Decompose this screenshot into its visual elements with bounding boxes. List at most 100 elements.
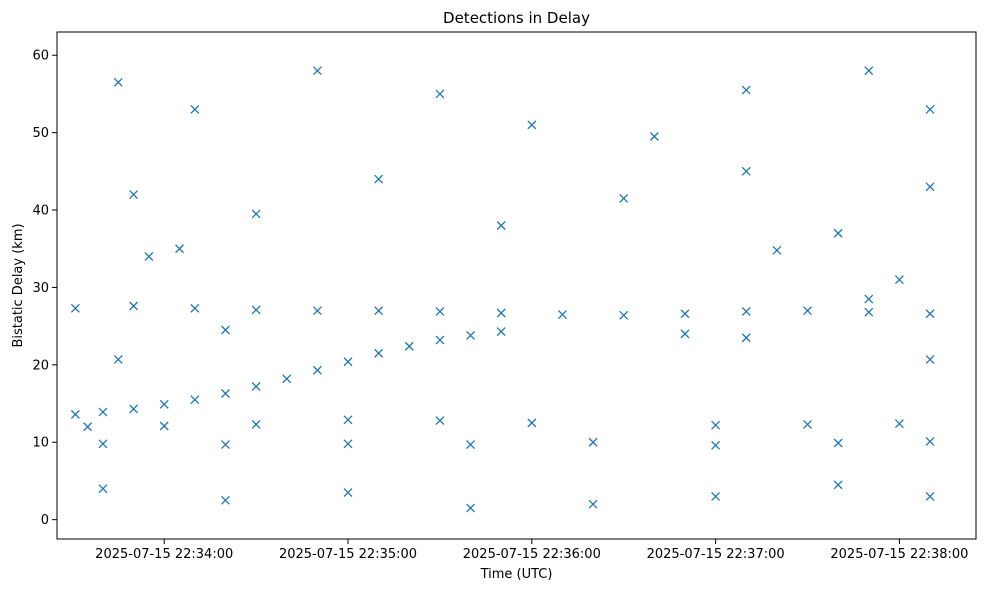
data-point-marker <box>557 310 567 319</box>
data-point-marker <box>588 437 598 447</box>
data-point-marker <box>864 66 874 76</box>
data-point-marker <box>649 132 659 141</box>
data-point-marker <box>925 182 935 192</box>
data-point-marker <box>190 303 200 313</box>
y-tick-label: 30 <box>32 281 49 296</box>
data-point-marker <box>803 306 812 316</box>
data-point-marker <box>925 354 935 364</box>
data-point-marker <box>894 275 904 285</box>
data-point-marker <box>925 491 935 501</box>
y-axis: 0 10 20 30 40 50 60 <box>32 49 57 528</box>
data-point-marker <box>466 503 476 513</box>
data-point-marker <box>496 221 506 230</box>
data-point-marker <box>772 245 782 255</box>
data-point-marker <box>129 301 139 311</box>
data-point-marker <box>619 310 629 320</box>
data-point-marker <box>129 190 139 200</box>
data-point-marker <box>113 354 123 364</box>
data-point-marker <box>343 415 353 425</box>
x-axis-title: Time (UTC) <box>480 567 553 582</box>
data-point-marker <box>496 308 506 318</box>
data-point-marker <box>435 416 445 426</box>
data-point-marker <box>711 420 721 430</box>
data-point-marker <box>803 419 812 429</box>
y-tick-label: 0 <box>41 513 49 528</box>
x-tick-label: 2025-07-15 22:36:00 <box>463 547 601 562</box>
data-point-marker <box>251 305 261 315</box>
data-point-marker <box>864 307 874 317</box>
data-point-marker <box>925 104 935 114</box>
scatter-markers <box>70 66 935 513</box>
data-point-marker <box>741 306 751 316</box>
data-point-marker <box>312 365 322 375</box>
data-point-marker <box>833 228 843 238</box>
y-tick-label: 50 <box>32 126 49 141</box>
x-tick-label: 2025-07-15 22:35:00 <box>279 547 417 562</box>
data-point-marker <box>343 439 353 449</box>
y-tick-label: 40 <box>32 204 49 219</box>
data-point-marker <box>680 329 690 339</box>
y-tick-label: 20 <box>32 358 49 373</box>
data-point-marker <box>833 438 843 448</box>
data-point-marker <box>404 341 414 351</box>
data-point-marker <box>221 495 230 505</box>
data-point-marker <box>83 422 93 432</box>
data-point-marker <box>435 335 445 345</box>
chart-title: Detections in Delay <box>443 9 590 27</box>
x-axis: 2025-07-15 22:34:00 2025-07-15 22:35:00 20… <box>95 539 968 562</box>
data-point-marker <box>711 440 721 450</box>
data-point-marker <box>496 327 506 337</box>
data-point-marker <box>864 294 874 304</box>
data-point-marker <box>282 374 292 384</box>
data-point-marker <box>98 407 108 417</box>
data-point-marker <box>312 306 322 316</box>
data-point-marker <box>833 480 843 490</box>
data-point-marker <box>175 244 184 254</box>
data-point-marker <box>374 306 384 316</box>
data-point-marker <box>70 303 80 313</box>
data-point-marker <box>466 330 476 340</box>
x-tick-label: 2025-07-15 22:37:00 <box>647 547 785 562</box>
y-tick-label: 60 <box>32 49 49 64</box>
data-point-marker <box>98 439 108 449</box>
plot-area-frame <box>56 31 977 540</box>
data-point-marker <box>741 166 751 176</box>
data-point-marker <box>741 85 751 95</box>
data-point-marker <box>190 395 200 405</box>
data-point-marker <box>343 357 353 367</box>
data-point-marker <box>435 89 445 99</box>
data-point-marker <box>588 499 598 509</box>
data-point-marker <box>70 409 80 419</box>
data-point-marker <box>680 309 690 319</box>
data-point-marker <box>741 333 751 343</box>
data-point-marker <box>159 421 169 431</box>
data-point-marker <box>527 120 537 130</box>
data-point-marker <box>190 104 200 114</box>
data-point-marker <box>619 193 629 203</box>
data-point-marker <box>159 399 169 409</box>
data-point-marker <box>374 174 384 184</box>
data-point-marker <box>221 325 230 335</box>
data-point-marker <box>221 389 230 398</box>
data-point-marker <box>144 252 154 261</box>
data-point-marker <box>251 209 261 219</box>
data-point-marker <box>374 348 384 358</box>
data-point-marker <box>435 306 445 316</box>
data-point-marker <box>251 382 261 391</box>
data-point-marker <box>129 404 139 414</box>
data-point-marker <box>251 419 261 429</box>
data-point-marker <box>312 66 322 76</box>
data-point-marker <box>527 418 537 428</box>
y-tick-label: 10 <box>32 436 49 451</box>
data-point-marker <box>466 440 476 450</box>
data-point-marker <box>113 77 123 87</box>
data-point-marker <box>925 437 935 446</box>
x-tick-label: 2025-07-15 22:34:00 <box>95 547 233 562</box>
data-point-marker <box>925 309 935 319</box>
data-point-marker <box>711 491 721 501</box>
x-tick-label: 2025-07-15 22:38:00 <box>830 547 968 562</box>
data-point-marker <box>343 488 353 498</box>
data-point-marker <box>221 440 230 450</box>
y-axis-title: Bistatic Delay (km) <box>11 223 26 347</box>
